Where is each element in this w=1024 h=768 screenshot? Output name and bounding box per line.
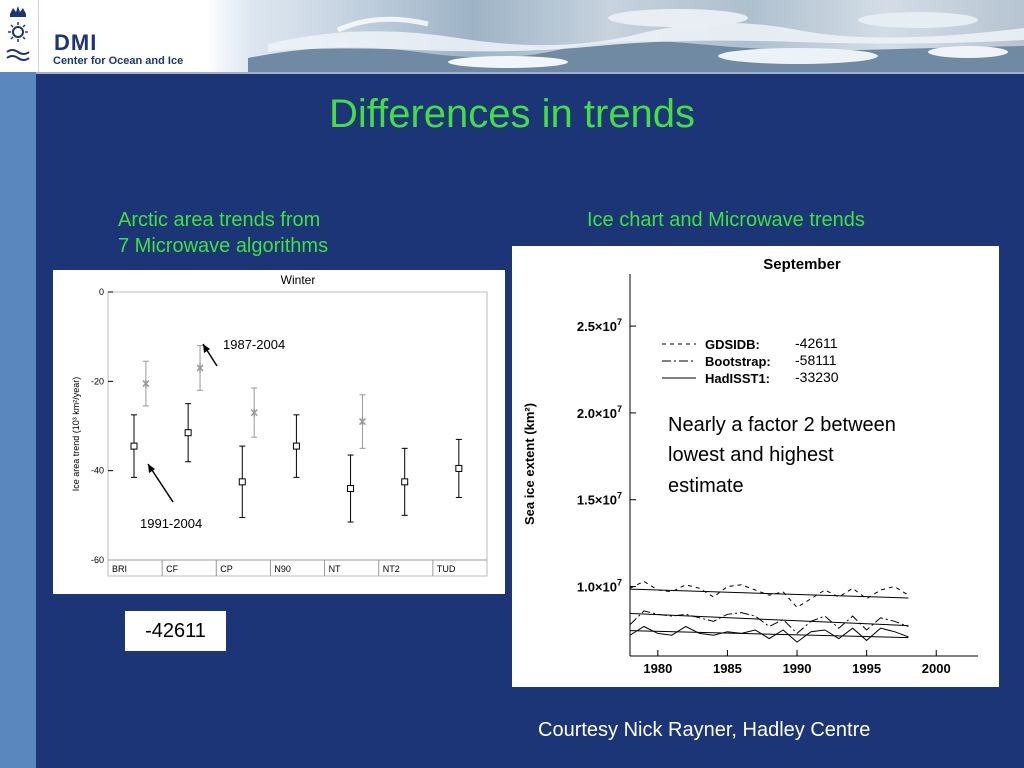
category-label: BRI [112,564,127,574]
series-lines-group [629,580,909,643]
x-tick-label: 1995 [852,661,881,676]
page-title: Differences in trends [328,92,696,136]
header-banner [38,0,1024,72]
x-tick-label: 2000 [922,661,951,676]
trend-value-box: -42611 [125,611,226,651]
y-tick-label: 1.5×107 [577,491,622,508]
plot-frame [107,291,488,577]
point-1987-cp [250,408,258,417]
y-tick-label: 0 [99,287,104,297]
point-1987-nt [358,417,367,426]
legend: GDSIDB: -42611 Bootstrap: -58111 HadISST1: -3… [662,335,839,386]
trend-line-2 [629,630,909,639]
point-1991-nt [347,485,355,493]
y-tick-label: 2.0×107 [577,404,622,421]
crown-logo-box [0,0,39,72]
point-1991-bri [130,442,138,450]
point-1987-bri [142,379,150,388]
header-divider [36,72,1024,74]
series-line-0 [629,580,909,609]
point-1991-tud [455,464,463,472]
trend-line-0 [629,588,909,599]
category-label: NT2 [383,564,400,574]
annotation-line-3: estimate [668,475,744,497]
series-line-1 [629,610,909,635]
legend-label: Bootstrap: [705,354,771,369]
y-axis-label: Sea ice extent (km²) [522,403,537,525]
annotation-1987-2004: 1987-2004 [223,337,285,352]
chart-title: September [763,256,841,273]
arrowhead-1987-icon [203,344,210,353]
legend-label: GDSIDB: [705,337,760,352]
annotation-1991-2004: 1991-2004 [140,516,202,531]
category-label: N90 [274,564,291,574]
category-label: CF [166,564,178,574]
left-sidebar-bar [0,0,36,768]
legend-trend-value: -58111 [795,352,837,368]
dmi-logo-text: DMI [54,30,98,55]
point-1987-cf [196,363,204,372]
left-heading-line-2: 7 Microwave algorithms [118,235,329,257]
y-tick-label: -40 [91,466,104,476]
category-label: CP [220,564,233,574]
data-marks-group [130,345,463,523]
winter-trends-svg: Winter Ice area trend (10³ km²/year) 0 -2… [71,273,488,577]
courtesy-credit: Courtesy Nick Rayner, Hadley Centre [538,719,871,741]
ocean-ice-photo [248,9,1024,72]
left-heading-line-1: Arctic area trends from [118,209,321,231]
chart-title: Winter [281,273,316,287]
point-1991-cf [184,429,192,437]
y-axis-label: Ice area trend (10³ km²/year) [71,377,81,492]
point-1991-n90 [292,442,300,450]
x-tick-group: 1980 1985 1990 1995 2000 [643,650,951,676]
arrowhead-1991-icon [148,464,155,473]
annotation-line-1: Nearly a factor 2 between [668,414,896,436]
y-tick-group: 2.5×107 2.0×107 1.5×107 1.0×107 [577,317,636,595]
y-tick-label: 1.0×107 [577,578,622,595]
category-group: BRI CF CP N90 NT NT2 TUD [108,559,487,576]
category-label: TUD [437,564,456,574]
x-tick-label: 1985 [713,661,742,676]
annotation-line-2: lowest and highest [668,444,834,466]
x-tick-label: 1990 [783,661,812,676]
point-1991-cp [238,478,246,486]
legend-label: HadISST1: [705,371,770,386]
trend-line-1 [629,612,909,627]
y-tick-label: -60 [91,555,104,565]
category-label: NT [329,564,341,574]
right-heading: Ice chart and Microwave trends [587,209,865,231]
y-tick-label: 2.5×107 [577,317,622,334]
legend-trend-value: -33230 [795,369,839,385]
left-heading: Arctic area trends from 7 Microwave algo… [118,207,328,259]
september-extent-chart: September Sea ice extent (km²) 2.5×107 2.… [512,246,999,687]
point-1991-nt2 [401,478,409,486]
y-tick-label: -20 [91,376,104,386]
winter-trends-chart: Winter Ice area trend (10³ km²/year) 0 -2… [53,270,505,594]
x-tick-label: 1980 [643,661,672,676]
september-extent-svg: September Sea ice extent (km²) 2.5×1072.… [522,256,978,676]
y-tick-group: 0 -20 -40 -60 [91,287,113,565]
org-name: Center for Ocean and Ice [53,55,184,67]
legend-trend-value: -42611 [795,335,838,351]
crown-sun-logo-icon [6,6,30,61]
